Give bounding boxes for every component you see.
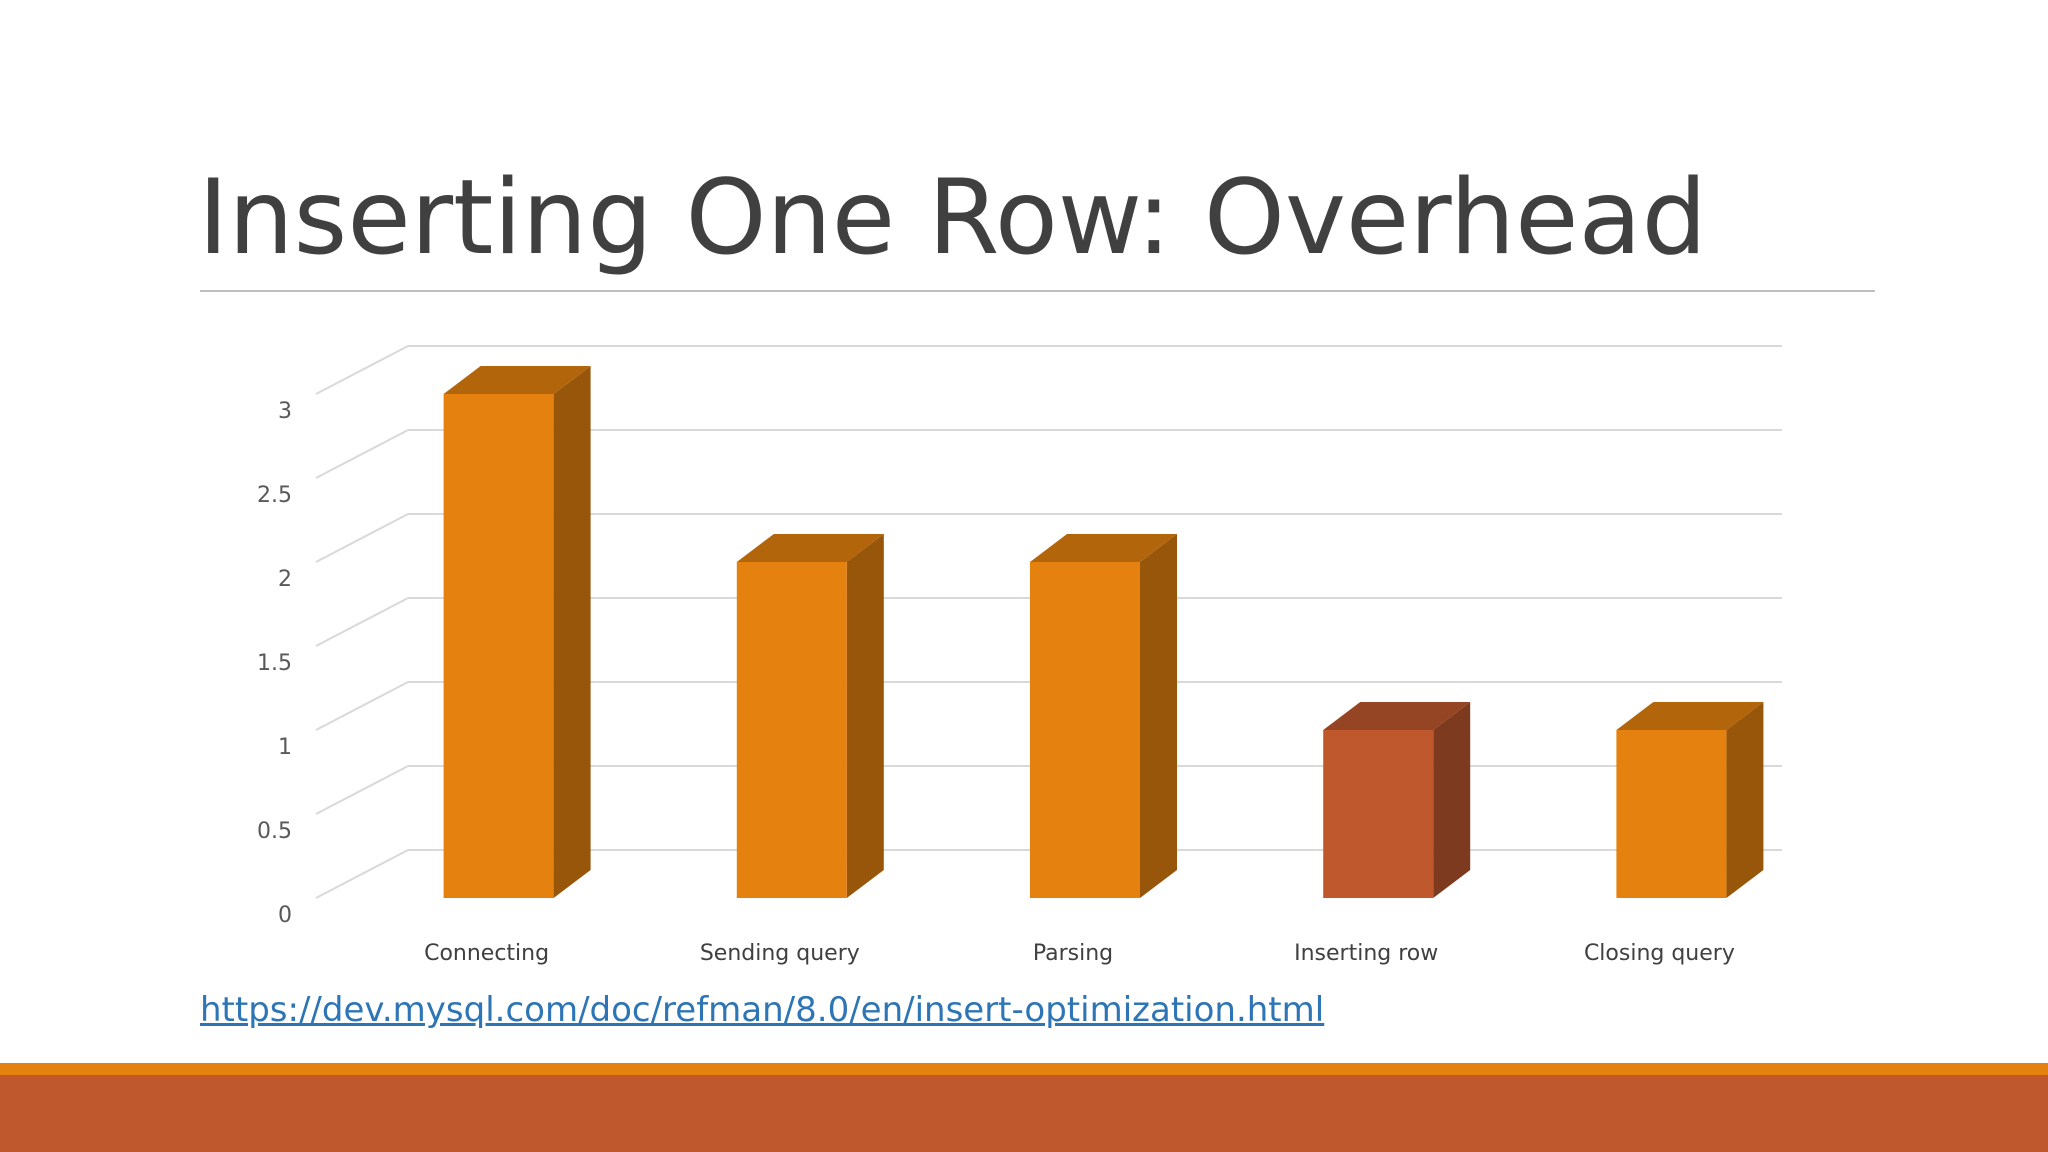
bar-top	[1323, 702, 1471, 730]
bar-side	[1140, 534, 1177, 898]
bar-side	[553, 366, 591, 898]
x-category-label: Sending query	[700, 941, 860, 966]
grid-line-side	[315, 597, 409, 647]
bar-side	[846, 534, 884, 898]
grid-layer	[315, 345, 1782, 899]
bar	[1323, 702, 1471, 898]
bar-top	[443, 366, 591, 394]
grid-line-side	[315, 681, 409, 731]
bar	[443, 366, 591, 898]
y-tick-label: 2.5	[257, 483, 292, 508]
bar	[1616, 702, 1764, 898]
x-category-label: Parsing	[1033, 941, 1113, 966]
slide-title: Inserting One Row: Overhead	[198, 158, 1707, 278]
y-tick-label: 0	[278, 903, 292, 928]
y-tick-label: 3	[278, 399, 292, 424]
bar-side	[1726, 702, 1764, 898]
title-divider	[200, 290, 1875, 292]
bar-top	[736, 534, 884, 562]
y-tick-label: 1.5	[257, 651, 292, 676]
x-category-label: Closing query	[1584, 941, 1735, 966]
bar-top	[1616, 702, 1764, 730]
bar-front	[736, 562, 847, 898]
bar	[1030, 534, 1177, 898]
bar-front	[1323, 730, 1434, 898]
bar-top	[1030, 534, 1177, 562]
bar-front	[443, 394, 554, 898]
grid-line-side	[315, 849, 409, 899]
y-axis-ticks: 0 0.5 1 1.5 2 2.5 3	[257, 399, 292, 928]
y-tick-label: 2	[278, 567, 292, 592]
footer-stripe	[0, 1063, 2048, 1075]
bar-layer	[443, 366, 1764, 898]
grid-line-side	[315, 429, 409, 479]
x-axis-categories: Connecting Sending query Parsing Inserting …	[424, 941, 1735, 966]
source-link[interactable]: https://dev.mysql.com/doc/refman/8.0/en/…	[200, 990, 1325, 1030]
footer-band	[0, 1075, 2048, 1152]
bar-front	[1030, 562, 1140, 898]
x-category-label: Inserting row	[1294, 941, 1438, 966]
bar-side	[1433, 702, 1471, 898]
bar-front	[1616, 730, 1727, 898]
grid-line-side	[315, 345, 409, 395]
grid-line-side	[315, 513, 409, 563]
x-category-label: Connecting	[424, 941, 549, 966]
y-tick-label: 1	[278, 735, 292, 760]
grid-line-side	[315, 765, 409, 815]
y-tick-label: 0.5	[257, 819, 292, 844]
bar	[736, 534, 884, 898]
